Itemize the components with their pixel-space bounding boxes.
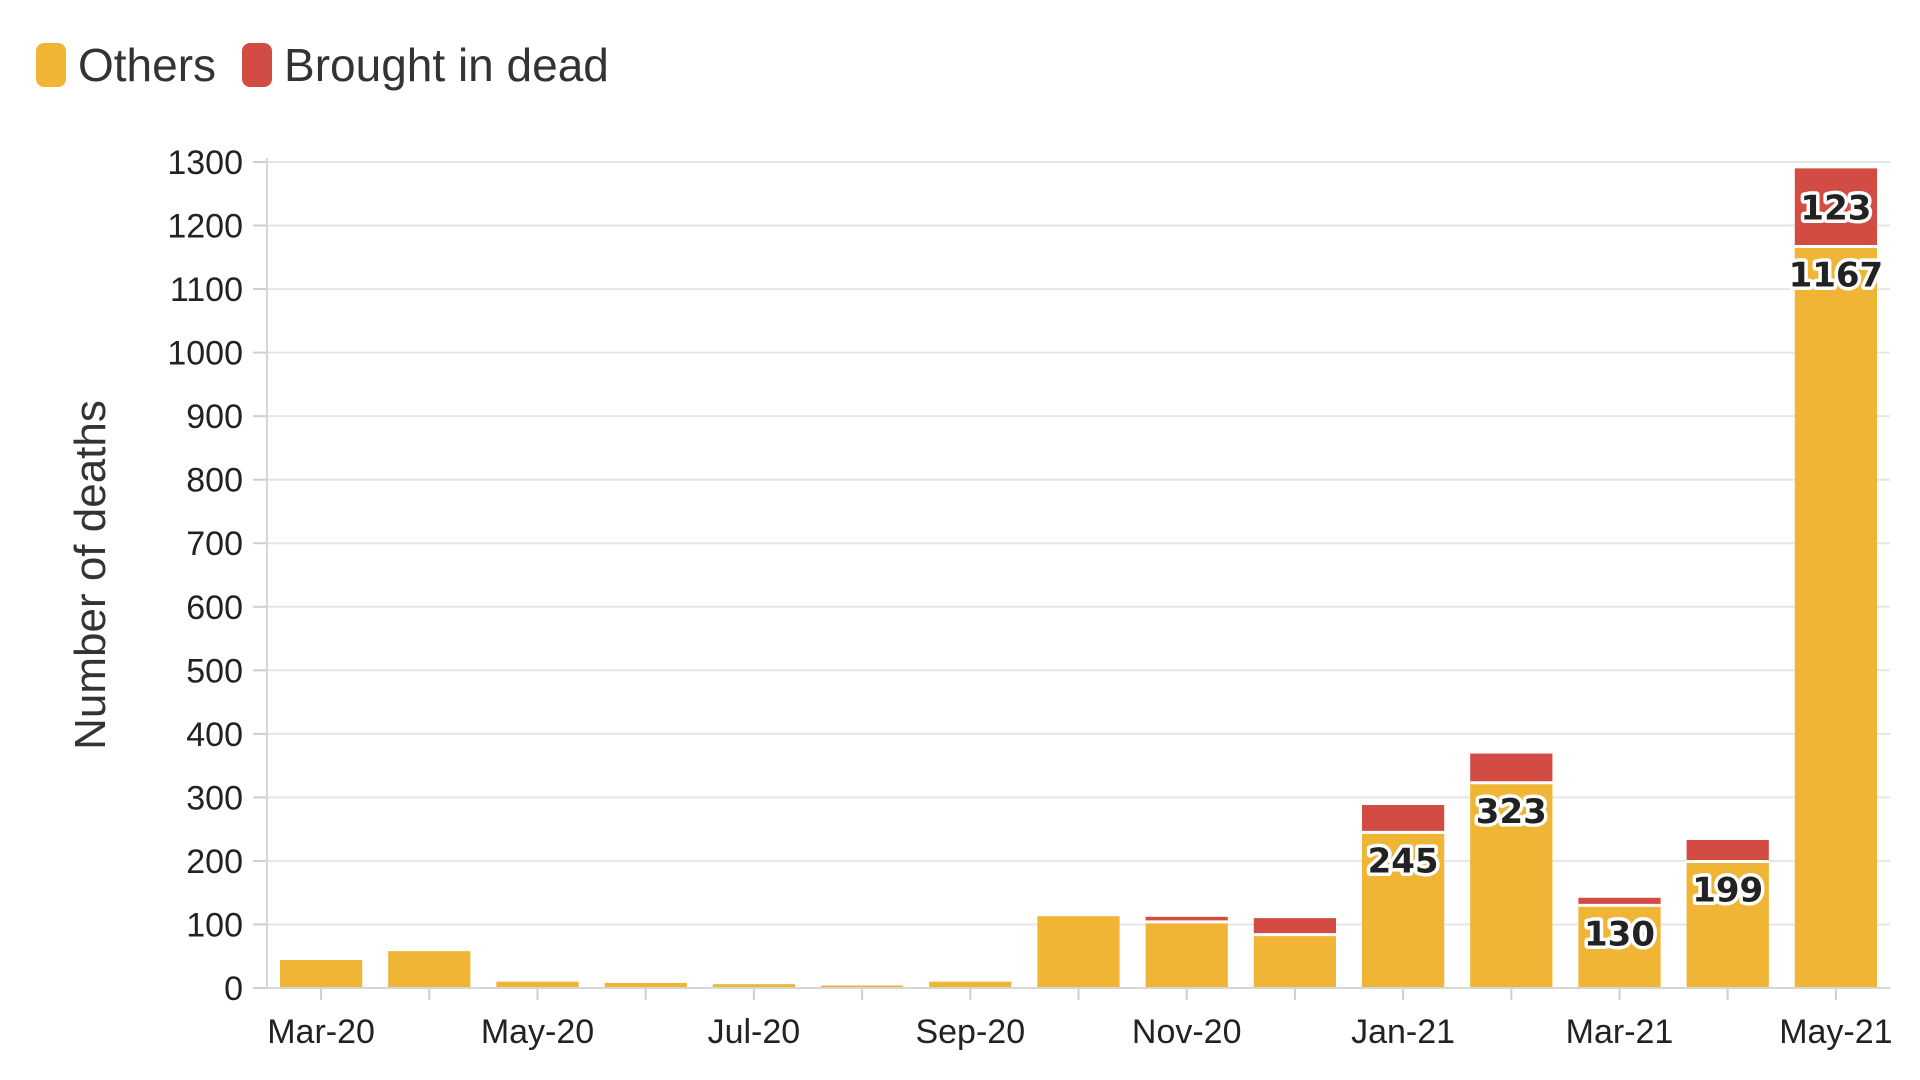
y-tick-label-900: 900: [186, 398, 243, 436]
data-labels: 245 323 130 199 1167 123: [1364, 185, 1887, 958]
bar-others-may-21[interactable]: [1794, 246, 1878, 988]
legend-item-brought-in-dead[interactable]: Brought in dead: [242, 38, 609, 92]
grid-lines: [267, 161, 1890, 989]
bar-others-mar-21[interactable]: [1578, 905, 1661, 988]
x-axis-ticks: Mar-20 May-20 Jul-20 Sep-20 Nov-20 Jan-21 Mar-…: [267, 988, 1893, 1051]
legend: Others Brought in dead: [36, 38, 609, 92]
y-tick-label-200: 200: [186, 843, 243, 881]
y-tick-label-100: 100: [186, 906, 243, 944]
legend-label-brought-in-dead: Brought in dead: [284, 39, 609, 91]
legend-swatch-brought-in-dead: [242, 43, 273, 87]
bar-brought-in-dead-feb-21[interactable]: [1470, 753, 1553, 783]
x-tick-label-nov-20: Nov-20: [1132, 1013, 1242, 1051]
y-axis-label: Number of deaths: [66, 400, 115, 750]
y-tick-label-1200: 1200: [167, 208, 243, 246]
bar-brought-in-dead-mar-21[interactable]: [1578, 897, 1661, 906]
y-tick-label-400: 400: [186, 716, 243, 754]
legend-item-others[interactable]: Others: [36, 38, 216, 92]
y-tick-label-800: 800: [186, 462, 243, 500]
legend-label-others: Others: [78, 39, 217, 91]
x-tick-label-mar-20: Mar-20: [267, 1013, 375, 1051]
bar-others-mar-20[interactable]: [279, 960, 363, 988]
bar-others-nov-20[interactable]: [1145, 921, 1228, 988]
bar-others-may-20[interactable]: [496, 981, 579, 988]
bar-others-sep-20[interactable]: [929, 981, 1012, 988]
bars: [279, 168, 1878, 988]
bar-others-oct-20[interactable]: [1037, 916, 1120, 988]
y-tick-label-1300: 1300: [167, 144, 243, 182]
bar-brought-in-dead-may-21[interactable]: [1794, 168, 1878, 247]
bar-others-aug-20[interactable]: [820, 985, 904, 988]
data-label-others-jan-21: 245: [1368, 841, 1439, 881]
bar-others-feb-21[interactable]: [1470, 782, 1553, 988]
x-tick-label-sep-20: Sep-20: [915, 1013, 1025, 1051]
bar-brought-in-dead-dec-20[interactable]: [1253, 918, 1337, 935]
bar-others-dec-20[interactable]: [1253, 934, 1337, 988]
x-tick-label-may-21: May-21: [1779, 1013, 1892, 1051]
data-label-others-feb-21: 323: [1476, 792, 1547, 832]
bar-others-jun-20[interactable]: [604, 982, 687, 988]
x-tick-label-jan-21: Jan-21: [1351, 1013, 1455, 1051]
x-tick-label-mar-21: Mar-21: [1566, 1013, 1674, 1051]
data-label-brought-in-dead-may-21: 123: [1800, 188, 1871, 228]
legend-swatch-others: [36, 43, 66, 87]
data-label-others-mar-21: 130: [1584, 914, 1655, 954]
bar-others-apr-21[interactable]: [1686, 861, 1769, 988]
y-tick-label-600: 600: [186, 589, 243, 627]
y-tick-label-1100: 1100: [170, 271, 243, 309]
data-label-others-may-21: 1167: [1789, 256, 1884, 296]
x-tick-label-may-20: May-20: [481, 1013, 594, 1051]
bar-others-apr-20[interactable]: [388, 951, 471, 988]
y-tick-label-0: 0: [224, 970, 243, 1008]
y-axis-ticks: 0 100 200 300 400 500 600 700 800 900 1000 1100 1200…: [167, 144, 267, 1008]
y-tick-label-300: 300: [186, 779, 243, 817]
y-tick-label-700: 700: [186, 525, 243, 563]
bar-brought-in-dead-nov-20[interactable]: [1145, 916, 1228, 922]
bar-others-jul-20[interactable]: [712, 984, 796, 988]
bar-brought-in-dead-jan-21[interactable]: [1361, 805, 1445, 833]
y-tick-label-500: 500: [186, 652, 243, 690]
y-tick-label-1000: 1000: [167, 335, 243, 373]
bar-others-jan-21[interactable]: [1361, 832, 1445, 988]
data-label-others-apr-21: 199: [1692, 871, 1763, 911]
bar-brought-in-dead-apr-21[interactable]: [1686, 839, 1769, 862]
x-tick-label-jul-20: Jul-20: [708, 1013, 801, 1051]
